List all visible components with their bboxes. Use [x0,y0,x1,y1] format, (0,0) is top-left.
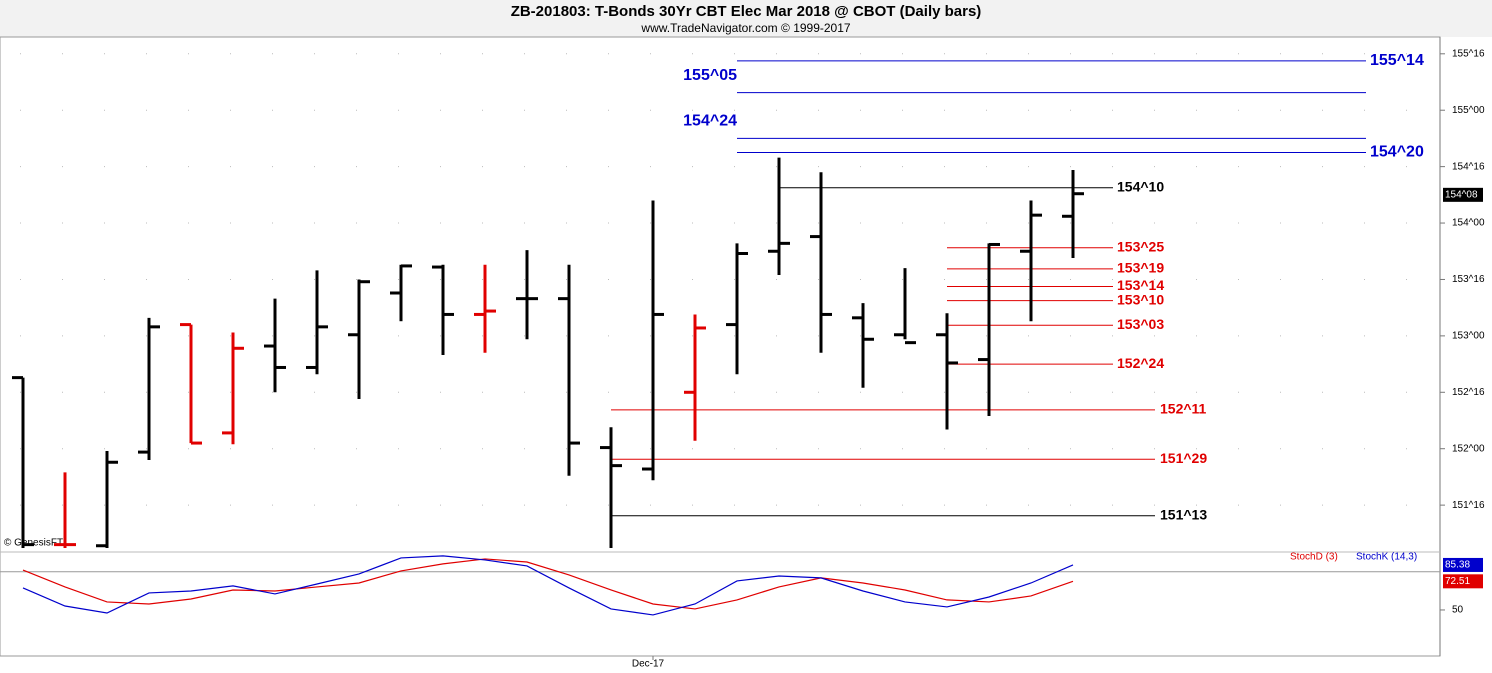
chart-subtitle: www.TradeNavigator.com © 1999-2017 [640,21,850,35]
y-tick-label: 152^16 [1452,387,1485,398]
y-tick-label: 154^16 [1452,161,1485,172]
level-label: 154^20 [1370,144,1424,161]
y-tick-label: 151^16 [1452,500,1485,511]
level-label: 155^14 [1370,52,1424,69]
y-tick-label: 155^16 [1452,48,1485,59]
last-price-label: 154^08 [1445,189,1478,200]
level-label: 152^11 [1160,401,1207,417]
legend-entry: StochD (3) [1290,552,1338,563]
level-label: 153^03 [1117,316,1164,332]
level-label: 154^10 [1117,178,1164,194]
level-label: 153^14 [1117,277,1164,293]
level-label: 155^05 [683,67,737,84]
y2-tick-label: 50 [1452,605,1464,616]
level-label: 153^10 [1117,291,1164,307]
y-tick-label: 154^00 [1452,218,1485,229]
stoch-value-label: 85.38 [1445,560,1470,571]
title-bar [0,0,1492,37]
x-tick-label: Dec-17 [632,659,665,670]
last-price-box [1443,187,1483,202]
level-label: 153^25 [1117,238,1164,254]
y-tick-label: 153^16 [1452,274,1485,285]
chart-title: ZB-201803: T-Bonds 30Yr CBT Elec Mar 201… [511,3,982,20]
level-label: 151^13 [1160,506,1207,522]
legend-entry: StochK (14,3) [1356,552,1417,563]
stoch-value-box [1443,557,1483,572]
level-label: 154^24 [683,113,737,130]
level-label: 152^24 [1117,355,1164,371]
y-tick-label: 155^00 [1452,105,1485,116]
level-label: 151^29 [1160,450,1207,466]
stoch-value-label: 72.51 [1445,576,1470,587]
stoch-line [22,555,1074,616]
stoch-value-box [1443,574,1483,589]
level-label: 153^19 [1117,260,1164,276]
stoch-line [22,558,1074,610]
y-tick-label: 153^00 [1452,331,1485,342]
y-tick-label: 152^00 [1452,443,1485,454]
